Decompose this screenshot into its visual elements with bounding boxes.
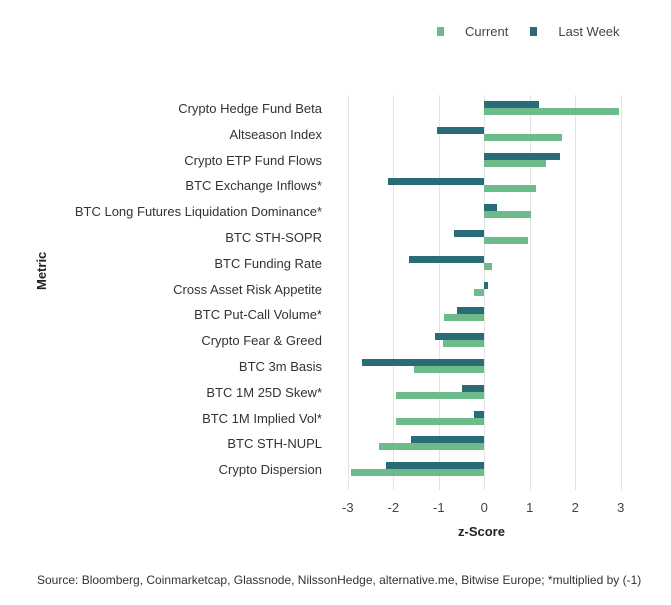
- category-label: BTC Exchange Inflows*: [185, 178, 322, 194]
- legend-item-last-week: Last Week: [530, 24, 620, 39]
- bar-current: [484, 237, 529, 244]
- category-label: BTC 1M 25D Skew*: [206, 384, 322, 400]
- gridline: [575, 95, 577, 490]
- bar-current: [484, 159, 547, 167]
- category-label: Crypto ETP Fund Flows: [184, 152, 322, 168]
- legend-label-last-week: Last Week: [558, 24, 620, 39]
- bar-last-week: [484, 152, 560, 160]
- bar-last-week: [361, 359, 485, 366]
- bar-last-week: [387, 178, 485, 186]
- x-tick-label: -3: [342, 500, 354, 515]
- bar-last-week: [484, 281, 489, 289]
- x-tick-label: -1: [433, 500, 445, 515]
- bar-last-week: [436, 126, 485, 134]
- gridline: [347, 95, 349, 490]
- bar-last-week: [435, 333, 485, 341]
- bar-current: [396, 417, 485, 425]
- bar-last-week: [409, 255, 485, 263]
- bar-current: [396, 391, 485, 399]
- x-tick-label: 0: [480, 500, 488, 515]
- bar-last-week: [484, 204, 497, 212]
- category-label: Crypto Dispersion: [218, 462, 322, 478]
- category-label: BTC Put-Call Volume*: [194, 307, 322, 323]
- category-label: BTC 3m Basis: [238, 359, 322, 374]
- gridline: [438, 95, 440, 490]
- legend-item-current: Current: [437, 24, 508, 39]
- x-axis-label: z-Score: [458, 524, 505, 539]
- category-label: Crypto Hedge Fund Beta: [178, 101, 322, 116]
- bar-current: [484, 262, 493, 270]
- bar-current: [413, 366, 485, 373]
- bar-last-week: [461, 384, 485, 392]
- legend: Current Last Week: [437, 24, 642, 39]
- category-label: BTC STH-NUPL: [227, 436, 322, 452]
- gridline: [393, 95, 395, 490]
- bar-current: [443, 340, 485, 348]
- x-tick-label: 3: [617, 500, 625, 515]
- bar-last-week: [410, 436, 485, 444]
- category-label: BTC Funding Rate: [214, 255, 322, 271]
- legend-swatch-current: [437, 27, 444, 36]
- y-axis-label: Metric: [34, 251, 49, 290]
- bar-current: [474, 288, 485, 296]
- bar-last-week: [386, 462, 485, 470]
- gridline: [620, 95, 622, 490]
- bar-current: [484, 185, 536, 193]
- legend-label-current: Current: [465, 24, 509, 39]
- category-label: Crypto Fear & Greed: [201, 333, 322, 349]
- x-tick-label: -2: [387, 500, 400, 515]
- bar-current: [443, 314, 485, 322]
- bar-last-week: [457, 307, 485, 315]
- legend-swatch-last-week: [530, 27, 538, 36]
- category-label: BTC STH-SOPR: [225, 230, 322, 245]
- category-label: Cross Asset Risk Appetite: [173, 281, 322, 297]
- bar-last-week: [454, 230, 485, 237]
- bar-last-week: [474, 410, 485, 418]
- source-note: Source: Bloomberg, Coinmarketcap, Glassn…: [37, 573, 642, 587]
- bar-current: [484, 211, 532, 219]
- bar-current: [351, 469, 485, 477]
- x-tick-label: 1: [526, 500, 534, 515]
- gridline: [484, 95, 486, 490]
- bar-current: [484, 133, 563, 141]
- category-label: Altseason Index: [229, 126, 322, 142]
- bar-current: [484, 108, 619, 115]
- bar-last-week: [484, 101, 539, 108]
- gridline: [529, 95, 531, 490]
- bar-current: [378, 443, 485, 451]
- x-tick-label: 2: [571, 500, 579, 515]
- category-label: BTC Long Futures Liquidation Dominance*: [74, 204, 322, 220]
- category-label: BTC 1M Implied Vol*: [202, 410, 322, 426]
